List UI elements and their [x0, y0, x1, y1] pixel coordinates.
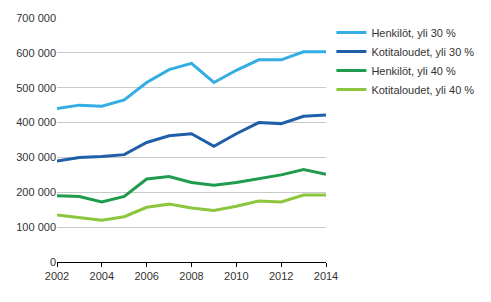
svg-text:100 000: 100 000 — [16, 221, 56, 233]
svg-text:2012: 2012 — [269, 270, 293, 282]
svg-text:Kotitaloudet, yli 30 %: Kotitaloudet, yli 30 % — [371, 46, 474, 58]
svg-text:2004: 2004 — [90, 270, 114, 282]
svg-text:200 000: 200 000 — [16, 186, 56, 198]
svg-text:700 000: 700 000 — [16, 12, 56, 24]
svg-text:2014: 2014 — [314, 270, 338, 282]
svg-text:400 000: 400 000 — [16, 116, 56, 128]
svg-text:2008: 2008 — [179, 270, 203, 282]
svg-text:600 000: 600 000 — [16, 47, 56, 59]
svg-text:2010: 2010 — [224, 270, 248, 282]
svg-text:500 000: 500 000 — [16, 82, 56, 94]
svg-text:2006: 2006 — [134, 270, 158, 282]
svg-text:Henkilöt, yli 40 %: Henkilöt, yli 40 % — [371, 65, 456, 77]
svg-text:300 000: 300 000 — [16, 151, 56, 163]
svg-text:0: 0 — [50, 256, 56, 268]
svg-text:Kotitaloudet, yli 40 %: Kotitaloudet, yli 40 % — [371, 84, 474, 96]
svg-text:Henkilöt, yli 30 %: Henkilöt, yli 30 % — [371, 27, 456, 39]
svg-text:2002: 2002 — [45, 270, 69, 282]
